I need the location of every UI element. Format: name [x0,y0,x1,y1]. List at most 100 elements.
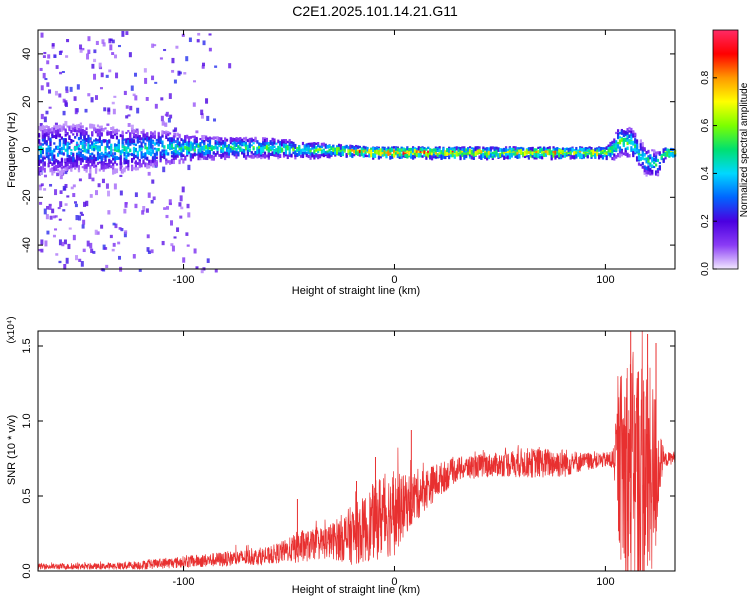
spectrogram-cell [364,149,367,153]
spectrogram-cell [51,156,54,162]
spectrogram-cell [81,149,84,153]
spectrogram-cell [125,138,128,141]
spectrogram-cell [93,148,96,152]
spectrogram-cell [288,153,291,157]
spectrogram-cell [96,231,100,235]
spectrogram-cell [53,166,56,171]
spectrogram-cell [601,150,605,153]
spectrogram-cell [121,138,124,142]
spectrogram-cell [320,153,324,157]
spectrogram-cell [66,142,69,147]
spectrogram-cell [573,151,576,155]
spectrogram-cell [208,147,212,150]
spectrogram-cell [178,71,182,75]
spectrogram-cell [410,151,413,154]
spectrogram-cell [111,148,115,152]
spectrogram-cell [630,130,633,135]
spectrogram-cell [138,140,141,143]
spectrogram-cell [163,154,166,160]
spectrogram-cell [55,253,59,256]
spectrogram-cell [280,139,284,143]
spectrogram-cell [256,147,259,150]
spectrogram-cell [309,144,312,147]
spectrogram-cell [147,192,151,198]
spectrogram-cell [658,161,661,165]
spectrogram-cell [82,219,86,225]
spectrogram-cell [180,147,183,152]
spectrogram-cell [100,125,103,130]
spectrogram-cell [550,154,553,158]
spectrogram-cell [104,156,107,161]
spectrogram-cell [326,154,329,159]
spectrogram-cell [72,156,75,161]
spectrogram-cell [641,146,644,150]
spectrogram-cell [624,151,627,156]
spectrogram-cell [112,157,115,161]
spectrogram-cell [98,145,101,149]
spectrogram-cell [77,167,81,172]
spectrogram-cell [157,135,160,140]
spectrogram-cell [472,147,475,153]
spectrogram-cell [180,147,183,150]
spectrogram-cell [66,153,69,158]
spectrogram-cell [38,162,41,166]
spectrogram-cell [170,158,174,164]
spectrogram-cell [662,152,665,157]
spectrogram-cell [64,143,67,146]
spectrogram-cell [622,133,625,138]
spectrogram-cell [170,151,174,154]
spectrogram-cell [624,131,627,134]
spectrogram-cell [121,142,124,147]
spectrogram-cell [154,81,158,84]
spectrogram-cell [98,139,101,143]
spectrogram-cell [609,141,612,147]
colorbar-tick-label: 0.0 [700,262,711,276]
spectrogram-cell [252,147,255,151]
spectrogram-cell [87,137,90,141]
spectrogram-cell [60,162,63,167]
spectrogram-cell [225,138,229,142]
spectrogram-cell [262,144,265,149]
spectrogram-cell [250,144,253,147]
spectrogram-cell [134,192,138,198]
spectrogram-ridge-layer [38,122,677,177]
spectrogram-cell [56,125,60,130]
spectrogram-cell [565,148,568,151]
spectrogram-cell [402,147,405,151]
spectrogram-cell [271,151,274,157]
spectrogram-cell [615,131,618,135]
spectrogram-cell [56,152,60,157]
spectrogram-cell [358,154,362,157]
spectrogram-cell [161,140,164,143]
spectrogram-cell [65,86,69,91]
spectrogram-cell [104,164,107,168]
spectrogram-cell [51,43,55,47]
spectrogram-x-tick-label: 100 [596,274,614,286]
spectrogram-cell [579,147,582,151]
spectrogram-cell [85,167,88,172]
spectrogram-cell [51,208,55,214]
spectrogram-cell [244,155,248,160]
spectrogram-cell [62,140,65,144]
spectrogram-cell [40,248,44,253]
spectrogram-cell [322,153,325,158]
spectrogram-cell [138,159,141,163]
spectrogram-cell [89,194,93,198]
spectrogram-cell [569,155,572,160]
spectrogram-cell [114,223,118,229]
spectrogram-cell [351,145,354,149]
spectrogram-cell [651,149,654,152]
spectrogram-cell [102,139,105,142]
spectrogram-cell [495,151,498,156]
spectrogram-cell [108,145,111,150]
spectrogram-cell [169,114,173,119]
spectrogram-cell [227,154,231,159]
spectrogram-cell [436,148,439,152]
spectrogram-cell [132,152,136,158]
spectrogram-cell [87,149,90,154]
spectrogram-cell [554,147,557,151]
spectrogram-cell [100,224,104,229]
spectrogram-cell [442,154,445,159]
spectrogram-cell [60,146,63,151]
spectrogram-cell [93,163,96,168]
